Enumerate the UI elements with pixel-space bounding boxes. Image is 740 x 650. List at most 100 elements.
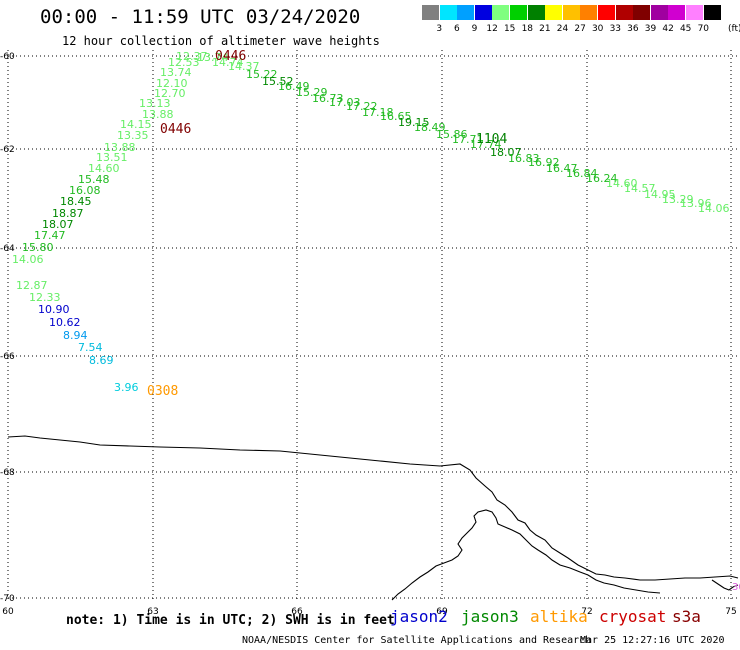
map-subtitle: 12 hour collection of altimeter wave hei…: [62, 34, 380, 48]
scale-label: 15: [503, 24, 516, 34]
swh-label: 13.74: [197, 51, 229, 64]
swh-label: 12.70: [154, 87, 186, 100]
swh-label: 17.22: [346, 100, 378, 113]
scale-swatch: [422, 5, 439, 20]
swh-label: 12.37: [176, 50, 208, 63]
scale-label: 6: [454, 24, 460, 34]
credit-line: NOAA/NESDIS Center for Satellite Applica…: [242, 635, 592, 646]
pass-time-label: 0446: [160, 122, 191, 137]
scale-swatch: [668, 5, 686, 20]
footer-note: note: 1) Time is in UTC; 2) SWH is in fe…: [66, 613, 395, 628]
scale-label: 30: [591, 24, 604, 34]
scale-swatch: [439, 5, 457, 20]
y-tick-label: -62: [0, 145, 15, 155]
swh-label: 15.80: [22, 241, 54, 254]
scale-swatch: [615, 5, 633, 20]
y-tick-label: -66: [0, 352, 15, 362]
swh-label: 16.08: [69, 184, 101, 197]
swh-label: 12.87: [16, 279, 48, 292]
swh-label: 19.15: [398, 116, 430, 129]
swh-label: 10.62: [49, 316, 81, 329]
scale-label: 24: [556, 24, 569, 34]
pass-time-label: 0308: [147, 384, 178, 399]
satellite-s3a: s3a: [672, 607, 701, 626]
satellite-jason3: jason3: [461, 607, 519, 626]
swh-label: 14.15: [120, 118, 152, 131]
swh-label: 16.65: [380, 110, 412, 123]
map-title: 00:00 - 11:59 UTC 03/24/2020: [40, 6, 361, 28]
swh-label: 16.83: [508, 152, 540, 165]
swh-label: 14.57: [624, 182, 656, 195]
x-tick-label: 75: [725, 607, 736, 617]
swh-label: 13.96: [680, 197, 712, 210]
swh-label: 12.33: [29, 291, 61, 304]
swh-label: 13.88: [142, 108, 174, 121]
satellite-altika: altika: [530, 607, 588, 626]
swh-label: 8.69: [89, 354, 114, 367]
scale-swatch: [510, 5, 527, 20]
pass-time-label: 0446: [215, 49, 246, 64]
coastline-cape: [711, 579, 739, 591]
swh-label: 15.52: [262, 75, 294, 88]
swh-label: 16.84: [566, 167, 598, 180]
swh-label: 14.06: [12, 253, 44, 266]
scale-swatch: [686, 5, 703, 20]
swh-label: 18.87: [52, 207, 84, 220]
scale-label: 45: [679, 24, 692, 34]
swh-label: 10.90: [38, 303, 70, 316]
antarctic-coastline: [7, 435, 739, 581]
swh-label: 18.45: [60, 195, 92, 208]
swh-label: 14.95: [644, 188, 676, 201]
x-tick-label: 60: [2, 607, 14, 617]
swh-label: 13.13: [139, 97, 171, 110]
y-tick-label: -68: [0, 468, 15, 478]
map-grid: 60 63 66 69 72 75 -60 -62 -64 -66 -68 -70: [0, 50, 738, 617]
satellite-cryosat: cryosat: [599, 607, 667, 626]
swh-label: 15.48: [78, 173, 110, 186]
scale-unit: (ft): [728, 24, 740, 34]
swh-label: 17.47: [34, 229, 66, 242]
scale-label: 3: [436, 24, 443, 34]
x-tick-label: 66: [291, 607, 303, 617]
edge-wave-height-label: 30: [732, 582, 740, 593]
coastline-inlet: [391, 509, 661, 601]
x-tick-label: 69: [436, 607, 448, 617]
swh-label: 17.74: [470, 138, 502, 151]
swh-label: 14.74: [212, 56, 244, 69]
wave-height-labels: 12.3713.7414.7414.3715.2215.5216.4915.29…: [12, 50, 730, 394]
scale-swatch: [703, 5, 721, 20]
scale-label: 33: [609, 24, 622, 34]
scale-label: 12: [486, 24, 498, 34]
swh-label: 16.92: [528, 156, 560, 169]
scale-label: 18: [521, 24, 534, 34]
y-tick-label: -60: [0, 52, 15, 62]
swh-label: 3.96: [114, 381, 139, 394]
coastline: [7, 435, 739, 601]
swh-label: 15.29: [296, 86, 328, 99]
pass-time-label: 1104: [476, 132, 507, 147]
swh-label: 13.51: [96, 151, 128, 164]
scale-swatch: [457, 5, 475, 20]
swh-label: 17.03: [329, 96, 361, 109]
scale-label: 42: [662, 24, 674, 34]
swh-label: 14.06: [698, 202, 730, 215]
scale-label: 36: [627, 24, 639, 34]
swh-label: 16.24: [586, 172, 618, 185]
swh-label: 13.29: [662, 193, 694, 206]
scale-label: 27: [574, 24, 586, 34]
swh-label: 16.49: [278, 80, 310, 93]
swh-label: 13.35: [117, 129, 149, 142]
swh-label: 13.74: [160, 66, 192, 79]
swh-label: 12.10: [156, 77, 188, 90]
swh-label: 17.18: [362, 106, 394, 119]
scale-swatch: [598, 5, 615, 20]
x-tick-label: 72: [581, 607, 592, 617]
pass-time-labels: 0446 0446 1104 0308: [147, 49, 507, 399]
swh-label: 16.47: [546, 162, 578, 175]
swh-label: 16.73: [312, 92, 344, 105]
scale-label: 39: [644, 24, 657, 34]
swh-label: 14.60: [88, 162, 120, 175]
swh-label: 18.49: [414, 121, 446, 134]
scale-label: 70: [697, 24, 710, 34]
